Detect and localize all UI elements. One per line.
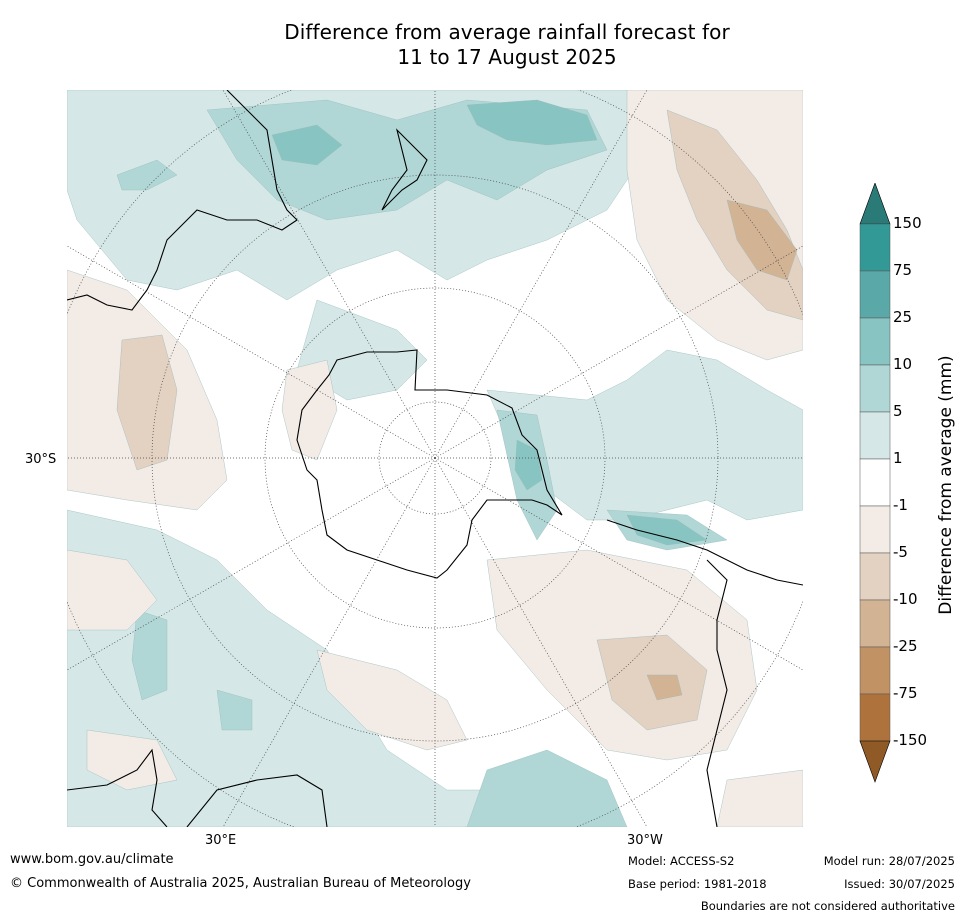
colorbar-segment bbox=[859, 223, 891, 272]
colorbar-segment bbox=[859, 552, 891, 601]
longitude-label-30w: 30°W bbox=[627, 833, 663, 848]
colorbar-tick-label: -25 bbox=[893, 637, 918, 655]
colorbar-segment bbox=[859, 317, 891, 366]
wet-anomaly-region bbox=[67, 509, 628, 827]
meridian-line bbox=[222, 457, 436, 827]
wet-anomaly-region bbox=[271, 124, 343, 166]
colorbar-tick-label: -75 bbox=[893, 684, 918, 702]
footer-url[interactable]: www.bom.gov.au/climate bbox=[10, 852, 174, 867]
colorbar-title: Difference from average (mm) bbox=[936, 355, 956, 615]
colorbar-segment bbox=[859, 693, 891, 742]
dry-anomaly-region bbox=[67, 549, 158, 631]
wet-anomaly-region bbox=[486, 349, 803, 521]
wet-anomaly-region bbox=[116, 159, 178, 191]
latitude-circle bbox=[378, 401, 492, 515]
colorbar-tick-label: 75 bbox=[893, 261, 913, 279]
dry-anomaly-region bbox=[646, 674, 683, 701]
colorbar-tick-label: 25 bbox=[893, 308, 913, 326]
map-svg bbox=[67, 90, 803, 827]
colorbar-tick-label: -10 bbox=[893, 590, 918, 608]
footer-base-period: Base period: 1981-2018 bbox=[628, 877, 767, 891]
dry-anomaly-region bbox=[116, 334, 178, 471]
title-line-2: 11 to 17 August 2025 bbox=[397, 45, 617, 69]
australia-coastline bbox=[67, 90, 298, 311]
new-zealand-coastline bbox=[381, 128, 428, 211]
dry-anomaly-region bbox=[716, 769, 803, 827]
longitude-label-30e: 30°E bbox=[205, 833, 237, 848]
wet-anomaly-region bbox=[131, 609, 168, 701]
polar-map bbox=[67, 90, 803, 827]
dry-anomaly-region bbox=[281, 359, 338, 461]
colorbar-under-arrow bbox=[859, 740, 891, 783]
map-title: Difference from average rainfall forecas… bbox=[0, 20, 965, 70]
dry-anomaly-region bbox=[86, 729, 178, 791]
colorbar bbox=[859, 183, 891, 783]
colorbar-tick-label: -5 bbox=[893, 543, 908, 561]
colorbar-segment bbox=[859, 458, 891, 507]
wet-anomaly-region bbox=[216, 689, 253, 731]
dry-anomaly-region bbox=[316, 649, 468, 751]
south-america-coastline bbox=[706, 559, 728, 827]
footer-disclaimer: Boundaries are not considered authoritat… bbox=[700, 899, 955, 913]
africa-coastline bbox=[186, 774, 328, 827]
meridian-line bbox=[434, 457, 648, 827]
dry-anomaly-region bbox=[726, 199, 798, 281]
colorbar-tick-label: 5 bbox=[893, 402, 903, 420]
wet-anomaly-region bbox=[466, 749, 628, 827]
title-line-1: Difference from average rainfall forecas… bbox=[284, 20, 730, 44]
footer-model-run: Model run: 28/07/2025 bbox=[823, 854, 955, 868]
footer-copyright: © Commonwealth of Australia 2025, Austra… bbox=[10, 876, 471, 891]
latitude-label-30s: 30°S bbox=[25, 452, 57, 467]
colorbar-tick-label: -150 bbox=[893, 731, 928, 749]
colorbar-segment bbox=[859, 411, 891, 460]
colorbar-segment bbox=[859, 599, 891, 648]
footer-issued: Issued: 30/07/2025 bbox=[844, 877, 955, 891]
colorbar-over-arrow bbox=[859, 183, 891, 225]
colorbar-tick-label: 10 bbox=[893, 355, 913, 373]
south-america-coastline bbox=[606, 519, 803, 586]
coastlines bbox=[67, 90, 803, 827]
graticule bbox=[67, 90, 803, 827]
colorbar-tick-label: 1 bbox=[893, 449, 903, 467]
colorbar-segment bbox=[859, 270, 891, 319]
colorbar-segment bbox=[859, 646, 891, 695]
south-africa-coastline bbox=[67, 748, 168, 827]
colorbar-segment bbox=[859, 364, 891, 413]
anomaly-fields bbox=[67, 90, 803, 827]
wet-anomaly-region bbox=[514, 439, 543, 491]
colorbar-tick-label: 150 bbox=[893, 214, 922, 232]
wet-anomaly-region bbox=[466, 99, 598, 146]
colorbar-segment bbox=[859, 505, 891, 554]
footer-model: Model: ACCESS-S2 bbox=[628, 854, 735, 868]
colorbar-tick-label: -1 bbox=[893, 496, 908, 514]
antarctica-coastline bbox=[296, 349, 563, 579]
wet-anomaly-region bbox=[626, 514, 708, 546]
latitude-circle bbox=[264, 287, 606, 629]
